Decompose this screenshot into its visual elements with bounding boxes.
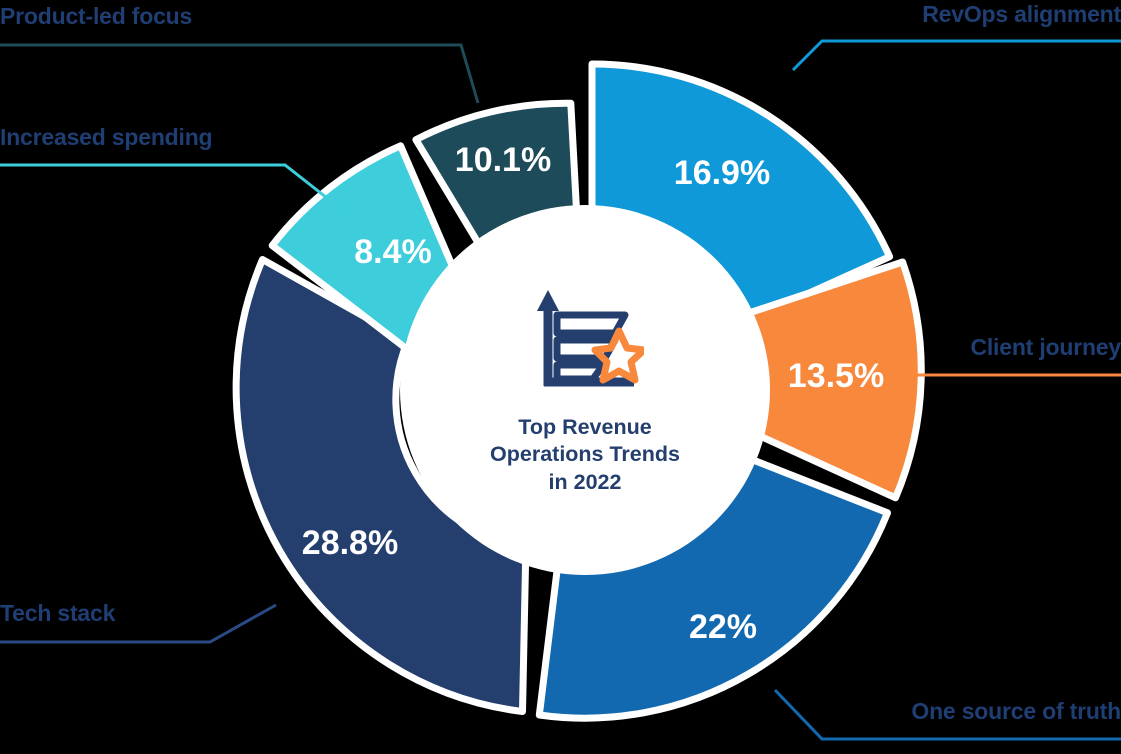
slice-value-tech-stack: 28.8% (302, 524, 398, 562)
slice-value-one-source-of-truth: 22% (689, 608, 757, 646)
slice-group (232, 60, 925, 722)
leader-line-one-source-of-truth (773, 688, 1121, 741)
slice-value-revops-alignment: 16.9% (674, 154, 770, 192)
slice-value-client-journey: 13.5% (788, 357, 884, 395)
leader-line-product-led-focus (0, 43, 480, 104)
bar-chart-star-icon (537, 289, 644, 387)
slice-value-labels: 16.9% 13.5% 22% 28.8% 8.4% 10.1% (302, 141, 884, 646)
callout-label-increased-spending[interactable]: Increased spending (0, 124, 213, 150)
slice-value-product-led-focus: 10.1% (455, 141, 551, 179)
callout-label-one-source-of-truth[interactable]: One source of truth (911, 698, 1121, 724)
leader-line-revops-alignment (791, 39, 1121, 72)
donut-center-hub: Top Revenue Operations Trends in 2022 (400, 205, 770, 575)
callout-label-tech-stack[interactable]: Tech stack (0, 600, 116, 626)
slice-value-increased-spending: 8.4% (354, 233, 432, 271)
callout-label-product-led-focus[interactable]: Product-led focus (0, 3, 193, 29)
leader-line-increased-spending (0, 163, 356, 222)
leader-line-tech-stack (0, 603, 277, 644)
center-title: Top Revenue Operations Trends in 2022 (490, 414, 680, 494)
leader-line-group (0, 39, 1121, 741)
callout-label-client-journey[interactable]: Client journey (970, 334, 1121, 360)
callout-label-revops-alignment[interactable]: RevOps alignment (922, 1, 1121, 27)
